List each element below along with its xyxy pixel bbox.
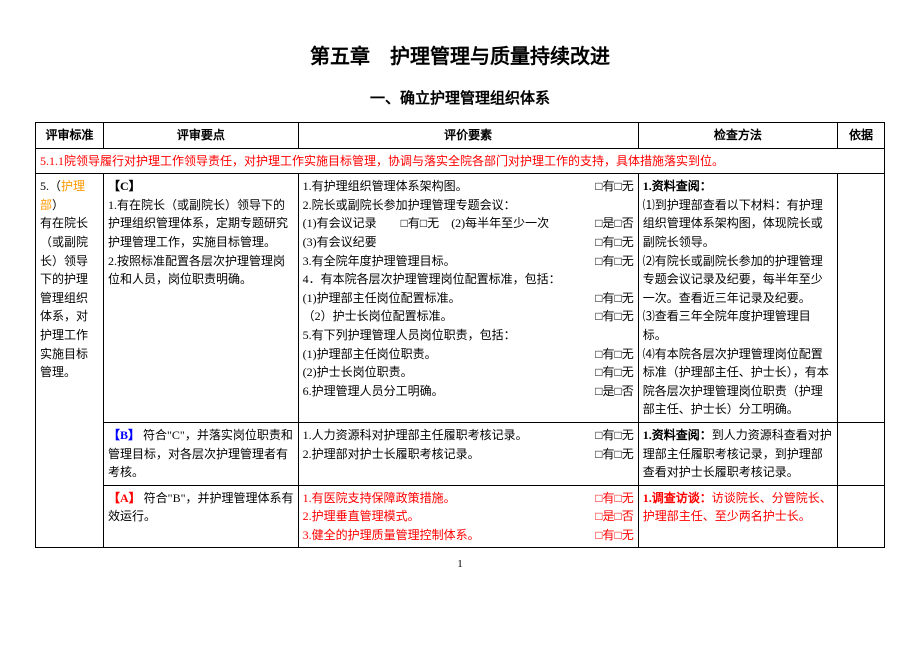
section-subtitle: 一、确立护理管理组织体系 bbox=[35, 87, 885, 108]
basis-b bbox=[838, 422, 885, 485]
row-a: 【A】 符合"B"，并护理管理体系有效运行。 1.有医院支持保障政策措施。□有□… bbox=[36, 485, 885, 548]
label-b: 【B】 bbox=[108, 428, 140, 442]
section-511-row: 5.1.1院领导履行对护理工作领导责任，对护理工作实施目标管理，协调与落实全院各… bbox=[36, 148, 885, 174]
header-methods: 检查方法 bbox=[638, 123, 837, 149]
label-a: 【A】 bbox=[108, 491, 141, 505]
header-points: 评审要点 bbox=[104, 123, 299, 149]
elements-a: 1.有医院支持保障政策措施。□有□无 2.护理垂直管理模式。□是□否 3.健全的… bbox=[298, 485, 638, 548]
header-row: 评审标准 评审要点 评价要素 检查方法 依据 bbox=[36, 123, 885, 149]
methods-b: 1.资料查阅：到人力资源科查看对护理部主任履职考核记录，到护理部查看对护士长履职… bbox=[638, 422, 837, 485]
methods-c: 1.资料查阅： ⑴到护理部查看以下材料：有护理组织管理体系架构图，体现院长或副院… bbox=[638, 174, 837, 423]
basis-a bbox=[838, 485, 885, 548]
header-standard: 评审标准 bbox=[36, 123, 104, 149]
chapter-title: 第五章 护理管理与质量持续改进 bbox=[35, 40, 885, 69]
label-c: 【C】 bbox=[108, 179, 141, 193]
elements-b: 1.人力资源科对护理部主任履职考核记录。□有□无 2.护理部对护士长履职考核记录… bbox=[298, 422, 638, 485]
review-table: 评审标准 评审要点 评价要素 检查方法 依据 5.1.1院领导履行对护理工作领导… bbox=[35, 122, 885, 548]
header-basis: 依据 bbox=[838, 123, 885, 149]
basis-c bbox=[838, 174, 885, 423]
header-elements: 评价要素 bbox=[298, 123, 638, 149]
points-b: 【B】 符合"C"，并落实岗位职责和管理目标，对各层次护理管理者有考核。 bbox=[104, 422, 299, 485]
row-b: 【B】 符合"C"，并落实岗位职责和管理目标，对各层次护理管理者有考核。 1.人… bbox=[36, 422, 885, 485]
page-number: 1 bbox=[35, 558, 885, 570]
section-511-text: 5.1.1院领导履行对护理工作领导责任，对护理工作实施目标管理，协调与落实全院各… bbox=[36, 148, 885, 174]
methods-a: 1.调查访谈：访谈院长、分管院长、护理部主任、至少两名护士长。 bbox=[638, 485, 837, 548]
standard-cell: 5.（护理部） 有在院长（或副院长）领导下的护理管理组织体系，对护理工作实施目标… bbox=[36, 174, 104, 548]
elements-c: 1.有护理组织管理体系架构图。□有□无 2.院长或副院长参加护理管理专题会议： … bbox=[298, 174, 638, 423]
points-a: 【A】 符合"B"，并护理管理体系有效运行。 bbox=[104, 485, 299, 548]
points-c: 【C】 1.有在院长（或副院长）领导下的护理组织管理体系，定期专题研究护理管理工… bbox=[104, 174, 299, 423]
row-c: 5.（护理部） 有在院长（或副院长）领导下的护理管理组织体系，对护理工作实施目标… bbox=[36, 174, 885, 423]
